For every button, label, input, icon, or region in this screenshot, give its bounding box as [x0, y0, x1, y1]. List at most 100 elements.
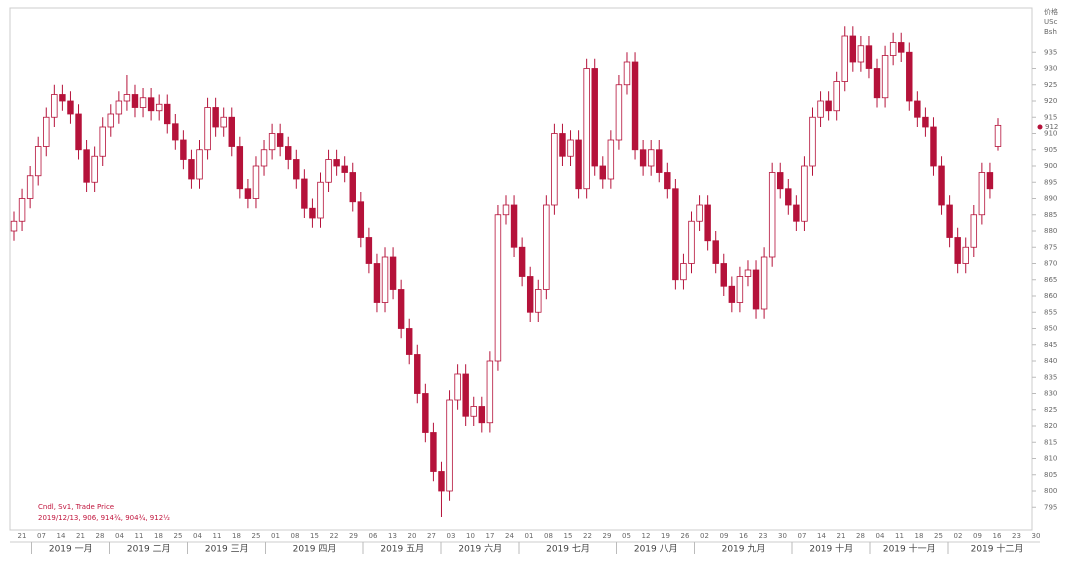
candle-body [357, 201, 365, 238]
x-tick-label: 09 [973, 532, 982, 540]
y-tick-label: 870 [1044, 260, 1057, 268]
candle-body [494, 214, 502, 362]
x-tick-label: 23 [759, 532, 768, 540]
candle-body [526, 276, 534, 313]
candle-body [341, 165, 348, 173]
x-tick-label: 16 [993, 532, 1002, 540]
candle-body [881, 55, 889, 99]
candle-body [768, 172, 776, 258]
candle-body [325, 159, 332, 183]
candle-body [59, 94, 66, 102]
candle-body [712, 240, 719, 264]
x-tick-label: 28 [856, 532, 865, 540]
candle-body [631, 61, 639, 151]
candle-body [131, 94, 139, 108]
x-tick-label: 15 [564, 532, 573, 540]
x-tick-label: 04 [876, 532, 885, 540]
x-tick-label: 22 [330, 532, 339, 540]
candle-body [123, 94, 131, 102]
candle-body [914, 100, 921, 118]
x-tick-label: 11 [213, 532, 222, 540]
candle-body [849, 35, 857, 63]
candle-body [397, 289, 405, 329]
candle-body [446, 399, 453, 492]
candle-body [656, 149, 663, 173]
month-label: 2019 十一月 [883, 543, 936, 555]
x-tick-label: 17 [486, 532, 495, 540]
candle-body [10, 220, 18, 232]
x-tick-label: 28 [96, 532, 105, 540]
candle-body [728, 285, 736, 303]
x-tick-label: 18 [154, 532, 163, 540]
candle-body [817, 100, 824, 118]
candle-body [954, 237, 961, 264]
x-tick-label: 18 [232, 532, 241, 540]
candle-body [551, 133, 558, 206]
candle-body [405, 328, 413, 355]
candle-body [680, 263, 687, 281]
y-tick-label: 885 [1044, 211, 1057, 219]
candle-body [785, 188, 792, 206]
x-tick-label: 15 [310, 532, 319, 540]
candle-body [696, 204, 703, 222]
x-tick-label: 30 [778, 532, 787, 540]
candle-body [841, 35, 848, 82]
candle-body [793, 204, 800, 222]
candle-body [430, 432, 437, 472]
y-tick-label: 880 [1044, 227, 1057, 235]
candle-body [930, 126, 937, 167]
y-tick-label: 895 [1044, 178, 1057, 186]
x-tick-label: 21 [76, 532, 85, 540]
x-tick-label: 05 [622, 532, 631, 540]
candle-body [510, 204, 518, 248]
candle-body [180, 139, 187, 160]
candle-body [301, 178, 308, 209]
candle-body [688, 220, 695, 264]
x-tick-label: 14 [57, 532, 66, 540]
month-label: 2019 四月 [293, 544, 337, 555]
x-tick-label: 29 [349, 532, 358, 540]
candle-body [333, 159, 340, 167]
candle-body [567, 139, 574, 157]
candle-body [228, 116, 235, 147]
candle-body [801, 165, 808, 222]
candle-body [962, 246, 969, 264]
y-tick-label: 900 [1044, 162, 1057, 170]
candle-body [172, 123, 179, 141]
candle-body [285, 146, 292, 160]
candle-body [381, 256, 389, 303]
x-tick-label: 23 [1012, 532, 1021, 540]
candle-body [744, 269, 752, 277]
x-tick-label: 20 [408, 532, 417, 540]
x-tick-label: 10 [466, 532, 475, 540]
x-tick-label: 27 [427, 532, 436, 540]
candle-body [486, 360, 494, 424]
candle-body [309, 207, 316, 219]
y-axis-header: 价格 [1044, 7, 1058, 16]
candle-body [115, 100, 123, 115]
candle-body [293, 159, 300, 180]
candle-body [373, 263, 381, 303]
y-tick-label: 875 [1044, 243, 1057, 251]
candle-body [244, 188, 252, 199]
y-tick-label: 850 [1044, 325, 1057, 333]
candle-body [196, 149, 203, 180]
last-price-marker [1037, 124, 1043, 130]
x-tick-label: 30 [1032, 532, 1041, 540]
candle-body [647, 149, 655, 167]
x-tick-label: 19 [661, 532, 670, 540]
candle-body [938, 165, 945, 206]
candle-body [857, 45, 865, 63]
candle-body [18, 198, 26, 222]
y-tick-label: 840 [1044, 357, 1057, 365]
month-label: 2019 十二月 [971, 543, 1024, 555]
candle-body [543, 204, 550, 290]
x-tick-label: 07 [798, 532, 807, 540]
candle-body [873, 68, 881, 99]
candle-body [91, 155, 98, 183]
candle-body [188, 159, 195, 180]
x-tick-label: 13 [388, 532, 397, 540]
x-tick-label: 07 [37, 532, 46, 540]
candle-body [986, 172, 994, 190]
month-label: 2019 八月 [634, 544, 678, 555]
